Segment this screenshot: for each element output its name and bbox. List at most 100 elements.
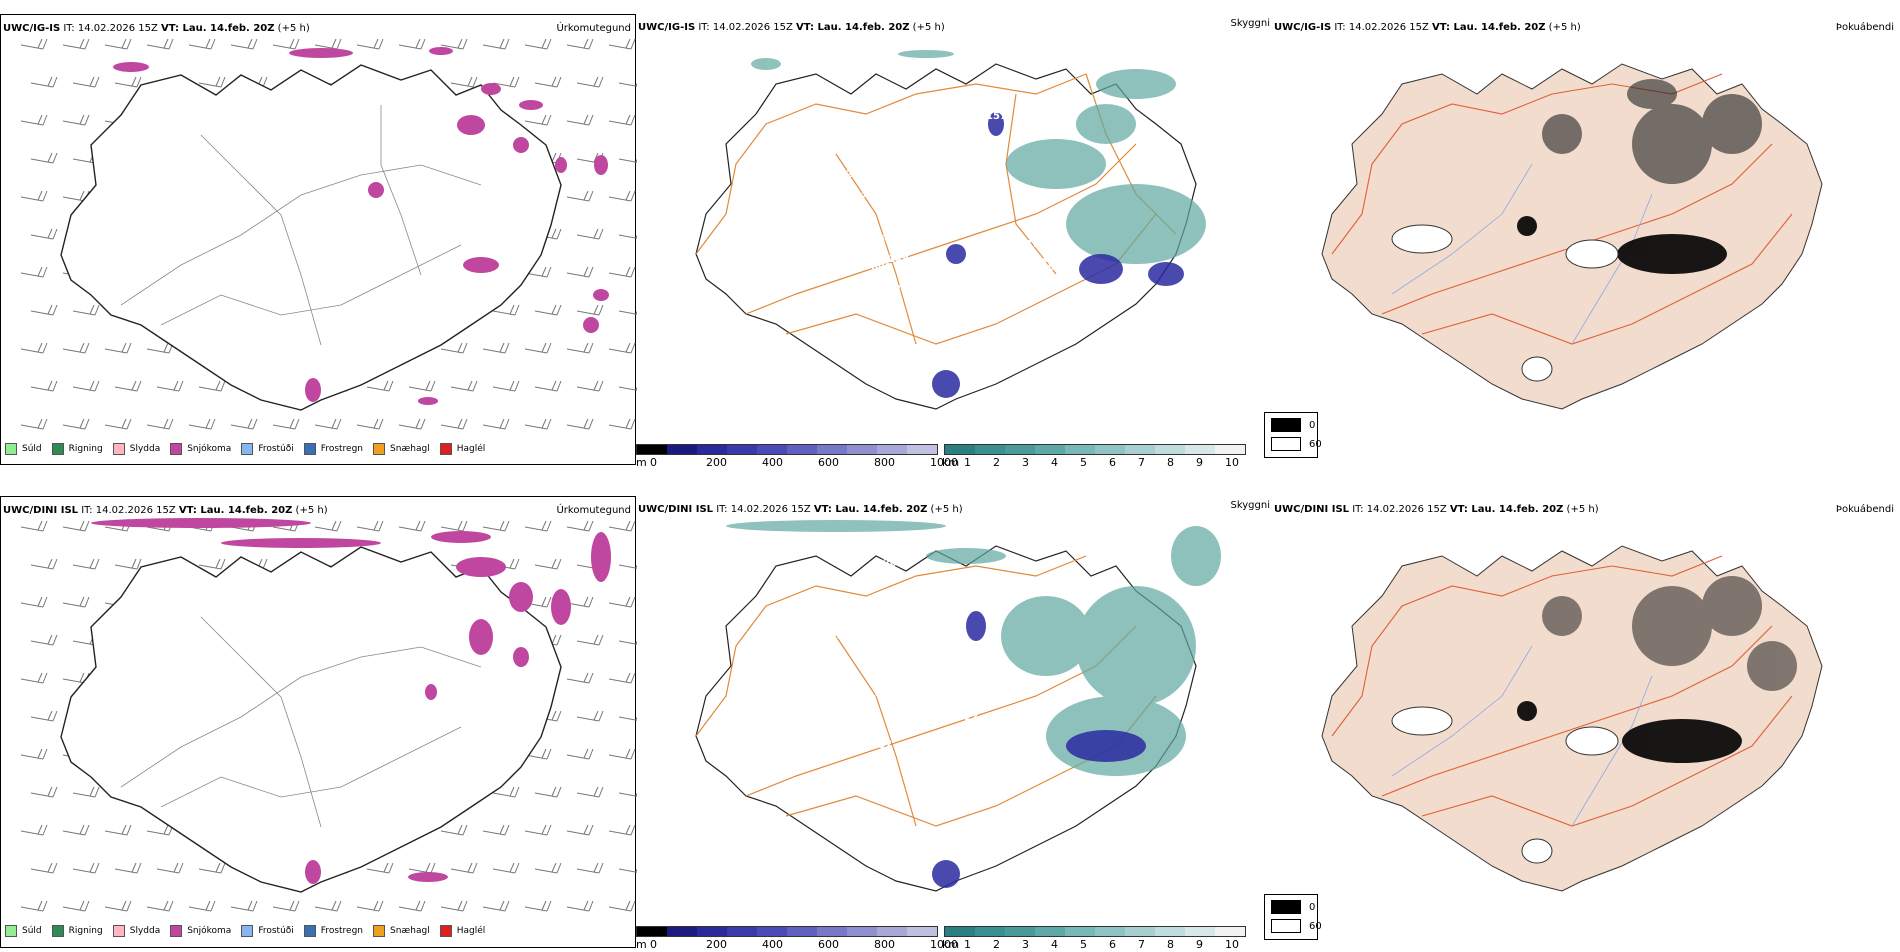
wind-barb bbox=[30, 304, 58, 316]
low-vis-areas bbox=[751, 50, 1206, 264]
wind-barb bbox=[608, 596, 636, 608]
snow-areas bbox=[113, 47, 609, 405]
wind-barb bbox=[30, 380, 58, 392]
legend-swatch bbox=[112, 443, 125, 455]
height-unit: m bbox=[636, 456, 647, 469]
wind-barb bbox=[230, 38, 258, 50]
vis-tick: 1 bbox=[964, 456, 971, 469]
height-tick: 600 bbox=[818, 938, 839, 951]
vis-tick: 7 bbox=[1138, 456, 1145, 469]
wind-barb bbox=[314, 418, 342, 430]
cloud-base-label: 12 bbox=[964, 712, 978, 723]
precip-legend: Súld Rigning Slydda Snjókoma Frostúði Frostre… bbox=[5, 925, 485, 937]
wind-barb bbox=[450, 862, 478, 874]
panel-title: Skyggni bbox=[1230, 18, 1270, 29]
wind-barb bbox=[356, 38, 384, 50]
wind-barb bbox=[188, 418, 216, 430]
vis-tick: 8 bbox=[1167, 456, 1174, 469]
vis-unit: km bbox=[942, 938, 960, 951]
wind-barb bbox=[198, 558, 226, 570]
legend-item: Haglél bbox=[439, 925, 485, 937]
wind-barb bbox=[30, 862, 58, 874]
legend-label: Snæhagl bbox=[390, 444, 430, 454]
legend-label: Rigning bbox=[68, 444, 103, 454]
wind-barb bbox=[272, 900, 300, 912]
legend-label: Frostúði bbox=[258, 926, 294, 936]
wind-barb bbox=[440, 900, 468, 912]
wind-barb bbox=[618, 158, 637, 163]
cloud-base-label: 148 bbox=[888, 254, 909, 265]
glaciers bbox=[1391, 224, 1619, 382]
legend-item: Snjókoma bbox=[170, 443, 231, 455]
wind-barb bbox=[576, 380, 604, 392]
wind-barb bbox=[576, 76, 604, 88]
iceland-outline bbox=[60, 64, 562, 411]
wind-barb bbox=[608, 114, 636, 126]
vis-tick: 7 bbox=[1138, 938, 1145, 951]
wind-barb bbox=[534, 304, 562, 316]
height-tick: 400 bbox=[762, 938, 783, 951]
wind-barb bbox=[576, 862, 604, 874]
wind-barb bbox=[566, 672, 594, 684]
wind-barb bbox=[576, 786, 604, 798]
precip-type-panel-bottom: UWC/DINI ISL IT: 14.02.2026 15Z VT: Lau.… bbox=[0, 496, 637, 948]
legend-label: Slydda bbox=[129, 444, 161, 454]
wind-barb bbox=[114, 380, 142, 392]
height-colorbar-strip bbox=[636, 926, 938, 937]
panel-title: Þokuábendi bbox=[1835, 504, 1894, 515]
legend-item: Frostúði bbox=[241, 925, 294, 937]
wind-barb bbox=[440, 342, 468, 354]
cloud-base-label: 699 bbox=[871, 262, 892, 273]
wind-barb bbox=[272, 418, 300, 430]
panel-header: UWC/IG-IS IT: 14.02.2026 15Z VT: Lau. 14… bbox=[1274, 22, 1581, 33]
wind-barb bbox=[20, 190, 48, 202]
wind-barb bbox=[534, 380, 562, 392]
vis-tick: 1 bbox=[964, 938, 971, 951]
wind-barb bbox=[62, 114, 90, 126]
wind-barb bbox=[398, 520, 426, 532]
wind-barb bbox=[146, 38, 174, 50]
legend-swatch bbox=[51, 925, 64, 937]
wind-barb bbox=[524, 824, 552, 836]
wind-barb bbox=[366, 380, 394, 392]
wind-barb bbox=[188, 38, 216, 50]
wind-barb bbox=[566, 114, 594, 126]
roads bbox=[1331, 555, 1793, 827]
height-unit: m bbox=[636, 938, 647, 951]
wind-barb bbox=[72, 862, 100, 874]
vis-unit: km bbox=[942, 456, 960, 469]
wind-barb bbox=[188, 900, 216, 912]
wind-barb bbox=[20, 748, 48, 760]
wind-barb bbox=[72, 380, 100, 392]
cloud-base-label: 105 bbox=[1041, 262, 1062, 273]
vis-tick: 4 bbox=[1051, 456, 1058, 469]
wind-barb bbox=[566, 38, 594, 50]
panel-title: Úrkomutegund bbox=[556, 23, 631, 34]
wind-barb bbox=[492, 786, 520, 798]
fog-index-panel-top: UWC/IG-IS IT: 14.02.2026 15Z VT: Lau. 14… bbox=[1264, 14, 1900, 465]
legend-swatch bbox=[373, 925, 386, 937]
vis-tick: 8 bbox=[1167, 938, 1174, 951]
fog-dense bbox=[1517, 701, 1742, 763]
wind-barb bbox=[566, 824, 594, 836]
wind-barb bbox=[608, 38, 636, 50]
wind-barb bbox=[534, 786, 562, 798]
cloud-base-label: 30 bbox=[856, 648, 870, 659]
cloud-base-label: 157 bbox=[986, 111, 1007, 122]
wind-barb bbox=[450, 380, 478, 392]
wind-barb bbox=[30, 786, 58, 798]
wind-barb bbox=[72, 76, 100, 88]
wind-barb bbox=[492, 380, 520, 392]
wind-barb bbox=[608, 190, 636, 202]
panel-title: Skyggni bbox=[1230, 500, 1270, 511]
wind-barb bbox=[618, 868, 637, 873]
cloud-base-label: 420 bbox=[876, 558, 897, 569]
wind-barb bbox=[618, 310, 637, 315]
wind-barb bbox=[356, 520, 384, 532]
legend-item: Slydda bbox=[112, 443, 161, 455]
height-tick: 0 bbox=[650, 938, 657, 951]
legend-label: Súld bbox=[22, 444, 42, 454]
legend-swatch bbox=[241, 443, 254, 455]
wind-barb bbox=[576, 710, 604, 722]
cloud-base-label: 58 bbox=[786, 706, 800, 717]
